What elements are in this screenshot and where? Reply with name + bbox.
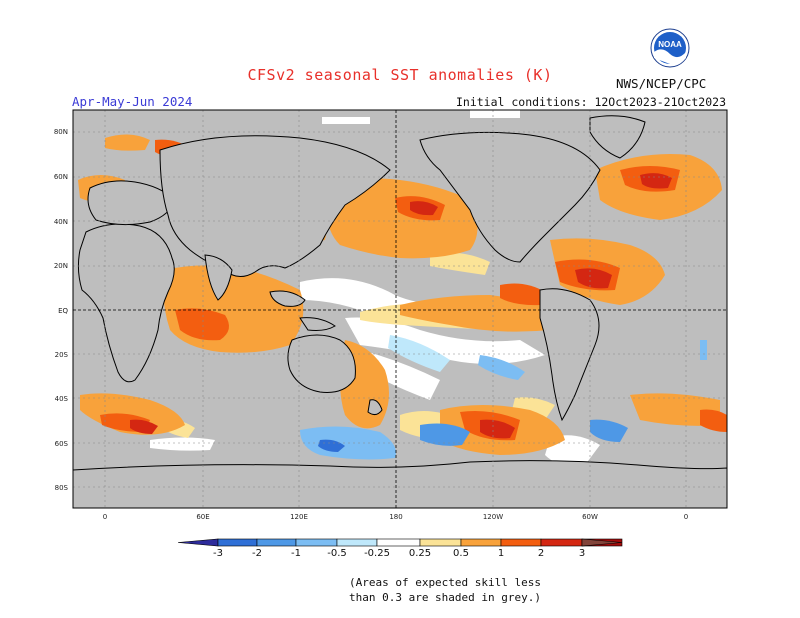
legend-swatch [419, 538, 462, 547]
lat-label: 80S [55, 484, 69, 492]
legend-tick-labels: -3 -2 -1 -0.5 -0.25 0.25 0.5 1 2 3 [213, 548, 585, 559]
legend-tick: -3 [213, 548, 223, 559]
legend-tick: -1 [291, 548, 301, 559]
agency-label: NWS/NCEP/CPC [616, 76, 707, 91]
legend-arrow-low [177, 538, 219, 547]
legend-tick: -0.5 [327, 548, 347, 559]
footnote-line1: (Areas of expected skill less [348, 576, 542, 589]
legend-arrow-high [581, 538, 623, 547]
longitude-labels: 0 60E 120E 180 120W 60W 0 [103, 513, 688, 521]
forecast-period: Apr-May-Jun 2024 [72, 94, 193, 109]
legend-swatch [217, 538, 258, 547]
lat-label: 40S [55, 395, 69, 403]
lon-label: 180 [389, 513, 402, 521]
legend-swatch [295, 538, 338, 547]
svg-text:NOAA: NOAA [658, 40, 682, 49]
legend-swatch [336, 538, 378, 547]
lat-label: 80N [54, 128, 68, 136]
legend-swatch [460, 538, 502, 547]
lon-label: 60E [196, 513, 209, 521]
gridlines [73, 110, 727, 508]
lat-label: 20S [55, 351, 69, 359]
footnote-line2: than 0.3 are shaded in grey.) [348, 591, 542, 604]
legend-swatch [540, 538, 583, 547]
lon-label: 120W [483, 513, 503, 521]
chart-title: CFSv2 seasonal SST anomalies (K) [247, 66, 553, 84]
latitude-labels: 80N 60N 40N 20N EQ 20S 40S 60S 80S [54, 128, 69, 492]
legend-tick: -2 [252, 548, 262, 559]
legend-tick: -0.25 [364, 548, 390, 559]
legend-tick: 1 [498, 548, 504, 559]
lat-label: 60N [54, 173, 68, 181]
lat-label: EQ [58, 307, 68, 315]
legend-tick: 0.5 [453, 548, 469, 559]
legend-tick: 2 [538, 548, 544, 559]
lat-label: 20N [54, 262, 68, 270]
legend-tick: 0.25 [409, 548, 431, 559]
lon-label: 120E [290, 513, 308, 521]
lon-label: 0 [103, 513, 107, 521]
legend-swatch [500, 538, 542, 547]
lat-label: 40N [54, 218, 68, 226]
lon-label: 60W [582, 513, 598, 521]
lon-label: 0 [684, 513, 688, 521]
initial-conditions: Initial conditions: 12Oct2023-21Oct2023 [455, 95, 726, 109]
legend-tick: 3 [579, 548, 585, 559]
lat-label: 60S [55, 440, 69, 448]
legend-swatch [256, 538, 297, 547]
color-legend [177, 538, 623, 547]
land-outlines [73, 115, 727, 508]
skill-footnote: (Areas of expected skill less than 0.3 a… [300, 575, 590, 605]
legend-swatch [376, 538, 421, 547]
noaa-logo: NOAA [650, 28, 690, 68]
